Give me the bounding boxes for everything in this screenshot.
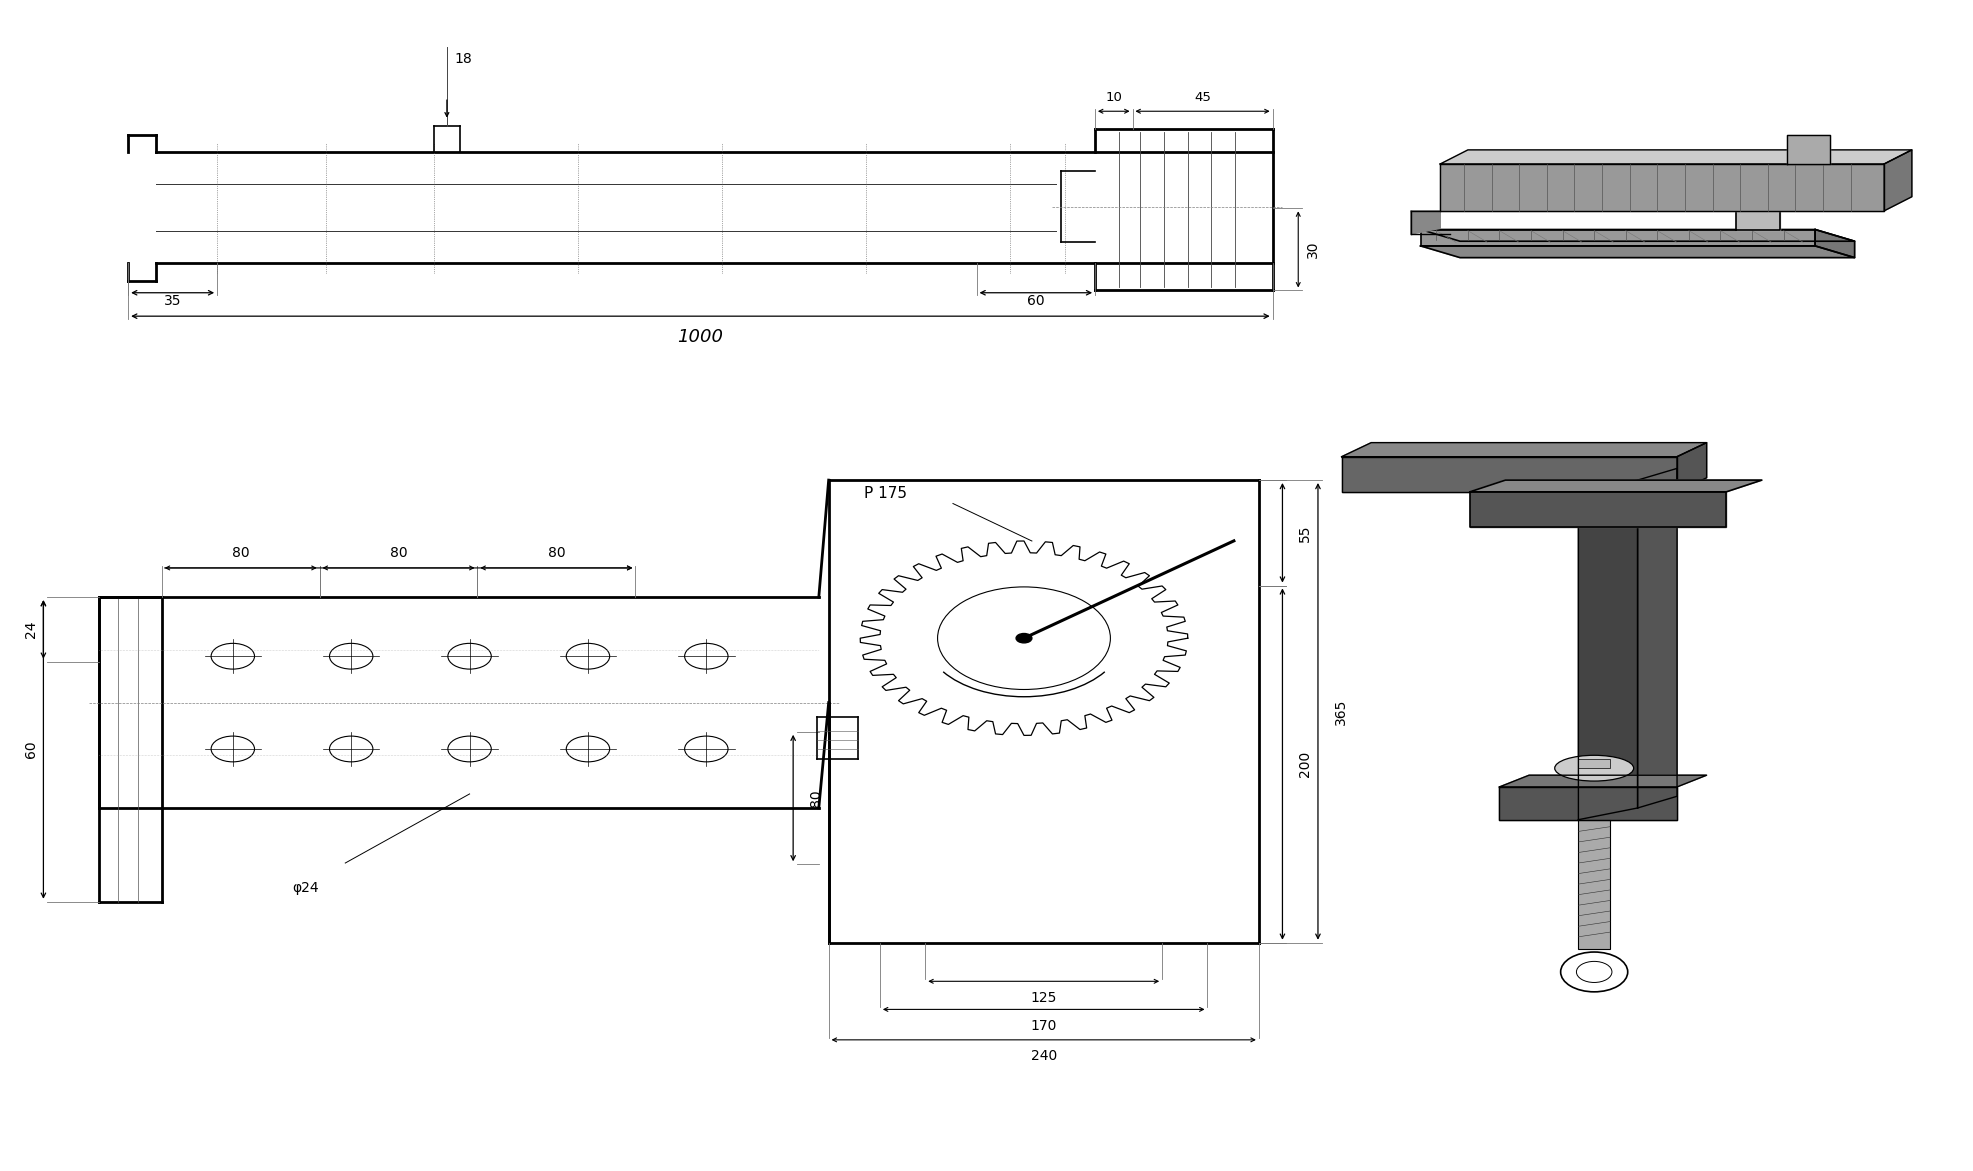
Polygon shape — [1440, 164, 1884, 211]
Text: 170: 170 — [1030, 1019, 1058, 1033]
Circle shape — [1016, 634, 1032, 643]
Text: 80: 80 — [548, 546, 564, 560]
Text: 1000: 1000 — [677, 328, 724, 345]
Polygon shape — [1736, 200, 1780, 230]
Text: 80: 80 — [233, 546, 249, 560]
Text: 200: 200 — [1298, 751, 1312, 778]
Text: 80: 80 — [391, 546, 406, 560]
Polygon shape — [1499, 787, 1677, 820]
Polygon shape — [1578, 480, 1638, 820]
Polygon shape — [1470, 480, 1762, 492]
Text: 35: 35 — [164, 294, 182, 308]
Text: 365: 365 — [1334, 698, 1348, 725]
Text: 24: 24 — [24, 621, 37, 638]
Polygon shape — [1884, 150, 1912, 211]
Polygon shape — [1440, 150, 1912, 164]
Polygon shape — [1411, 211, 1440, 234]
Polygon shape — [1677, 443, 1707, 492]
Polygon shape — [1342, 443, 1707, 457]
Bar — [1578, 820, 1610, 949]
Polygon shape — [1421, 246, 1855, 258]
Polygon shape — [1342, 457, 1677, 492]
Text: P 175: P 175 — [864, 486, 908, 501]
Polygon shape — [1421, 230, 1855, 241]
Text: 30: 30 — [1306, 241, 1320, 258]
Text: 55: 55 — [1298, 525, 1312, 541]
Text: 45: 45 — [1194, 91, 1211, 104]
Polygon shape — [1470, 492, 1726, 527]
Text: 240: 240 — [1030, 1049, 1058, 1063]
Text: φ24: φ24 — [292, 881, 318, 895]
Polygon shape — [1638, 468, 1677, 808]
Polygon shape — [1421, 230, 1815, 246]
Polygon shape — [1499, 775, 1707, 787]
Bar — [1578, 759, 1610, 768]
Text: 60: 60 — [24, 740, 37, 759]
Text: 125: 125 — [1030, 991, 1058, 1005]
Polygon shape — [1788, 135, 1831, 164]
Text: 60: 60 — [1028, 294, 1044, 308]
Ellipse shape — [1555, 755, 1634, 781]
Text: 80: 80 — [809, 789, 823, 807]
Text: 10: 10 — [1105, 91, 1123, 104]
Polygon shape — [1815, 230, 1855, 258]
Text: 18: 18 — [454, 52, 472, 66]
